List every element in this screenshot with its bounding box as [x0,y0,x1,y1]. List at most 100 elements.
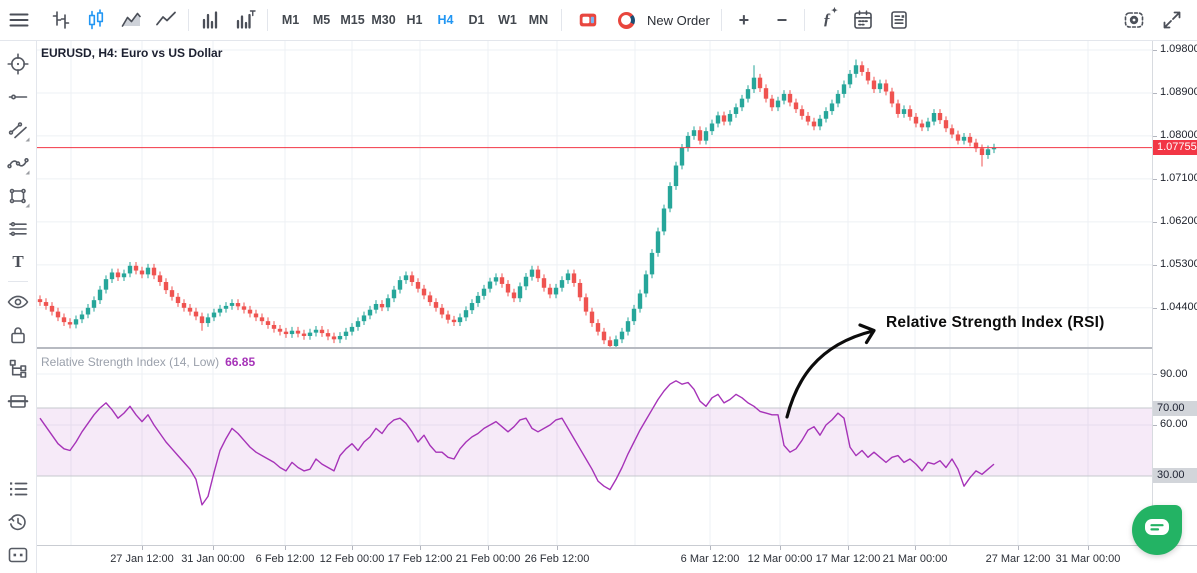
lock-icon[interactable] [0,318,36,351]
time-axis-tick [557,546,558,550]
line-chart-icon[interactable] [151,5,181,35]
time-axis-tick [1018,546,1019,550]
zoom-in-icon[interactable]: + [738,10,750,30]
time-axis-label: 26 Feb 12:00 [524,553,590,565]
axis-tick [1153,178,1157,180]
menu-icon[interactable] [4,5,34,35]
delete-objects-icon[interactable] [0,384,36,417]
rsi-level-badge: 30.00 [1153,468,1197,484]
time-axis-label: 17 Mar 12:00 [815,553,881,565]
time-axis-label: 21 Mar 00:00 [882,553,948,565]
indicators-icon[interactable]: ƒ ✦ [822,6,838,28]
price-axis-label: 1.09800 [1160,43,1197,56]
chart-title: EURUSD, H4: Euro vs US Dollar [41,46,223,60]
rsi-indicator-name: Relative Strength Index (14, Low) [41,355,220,369]
current-price-badge: 1.07755 [1153,140,1197,156]
price-axis-label: 1.08000 [1160,129,1197,142]
time-axis-tick [915,546,916,550]
new-order-icon[interactable] [611,5,641,35]
rsi-annotation-text: Relative Strength Index (RSI) [886,314,1105,331]
eye-icon[interactable] [0,285,36,318]
channel-icon[interactable] [0,113,36,146]
zoom-out-icon[interactable]: − [776,10,788,30]
toolbar-separator [720,9,722,31]
timeframe-d1[interactable]: D1 [468,13,485,27]
market-depth-icon[interactable] [573,5,603,35]
toolbar-separator [267,9,268,31]
horizontal-line-icon[interactable] [0,80,36,113]
time-axis-tick [710,546,711,550]
shapes-icon[interactable] [0,179,36,212]
time-axis-label: 27 Mar 12:00 [985,553,1051,565]
drawing-toolbar: T [0,41,37,573]
text-icon[interactable]: T [12,252,24,271]
screenshot-icon[interactable] [1119,5,1149,35]
time-axis-tick [1088,546,1089,550]
rsi-level-badge: 70.00 [1153,400,1197,416]
objects-tree-icon[interactable] [0,351,36,384]
polyline-icon[interactable] [0,146,36,179]
time-axis-tick [352,546,353,550]
accounts-icon[interactable] [0,538,36,571]
objects-list-icon[interactable] [0,472,36,505]
timeframe-m5[interactable]: M5 [312,13,331,27]
time-axis-label: 6 Feb 12:00 [255,553,315,565]
timeframe-m1[interactable]: M1 [281,13,300,27]
time-axis-label: 12 Mar 00:00 [747,553,813,565]
toolbar-separator [188,9,189,31]
time-axis-label: 31 Jan 00:00 [181,553,245,565]
rsi-indicator-value: 66.85 [225,355,256,369]
news-icon[interactable] [884,5,914,35]
axis-tick [1153,374,1157,375]
time-axis[interactable]: 27 Jan 12:00 31 Jan 00:00 6 Feb 12:00 12 Fe… [36,545,1197,573]
toolbar: M1 M5 M15 M30 H1 H4 D1 W1 MN New Order + − ƒ ✦ [0,0,1197,41]
candlestick-chart-icon[interactable] [81,5,111,35]
volume-icon[interactable] [196,5,226,35]
price-pane-canvas[interactable] [36,40,1152,348]
time-axis-label: 17 Feb 12:00 [387,553,453,565]
price-axis-label: 1.04400 [1160,301,1197,314]
fullscreen-icon[interactable] [1157,5,1187,35]
price-axis-label: 1.08900 [1160,86,1197,99]
time-axis-tick [142,546,143,550]
order-group: New Order [573,5,714,35]
new-order-button[interactable]: New Order [647,12,710,28]
crosshair-icon[interactable] [0,47,36,80]
timeframe-mn[interactable]: MN [528,13,549,27]
bar-chart-icon[interactable] [46,5,76,35]
chat-widget-button[interactable] [1132,505,1182,555]
timeframe-group: M1 M5 M15 M30 H1 H4 D1 W1 MN [275,5,554,35]
axis-tick [1153,307,1157,309]
timeframe-h4[interactable]: H4 [437,13,454,27]
toolbar-separator [803,9,805,31]
timeframe-w1[interactable]: W1 [498,13,517,27]
timeframe-m30[interactable]: M30 [371,13,396,27]
rsi-pane-canvas[interactable] [36,348,1152,545]
time-axis-tick [420,546,421,550]
axis-tick [1153,221,1157,223]
price-axis[interactable]: 1.09800 1.08900 1.08000 1.07100 1.06200 1.053… [1152,40,1197,545]
rsi-axis-label: 60.00 [1160,418,1188,431]
axis-tick [1153,92,1157,94]
timeframe-h1[interactable]: H1 [406,13,423,27]
fibonacci-icon[interactable] [0,212,36,245]
rsi-indicator-label: Relative Strength Index (14, Low) 66.85 [41,355,255,369]
rsi-axis-label: 90.00 [1160,367,1188,380]
time-axis-label: 6 Mar 12:00 [680,553,740,565]
area-chart-icon[interactable] [116,5,146,35]
time-axis-label: 31 Mar 00:00 [1055,553,1121,565]
time-axis-label: 12 Feb 00:00 [319,553,385,565]
time-axis-label: 27 Jan 12:00 [110,553,174,565]
pane-separator[interactable] [36,347,1197,349]
tick-volume-icon[interactable] [230,5,260,35]
time-axis-tick [780,546,781,550]
timeframe-m15[interactable]: M15 [340,13,365,27]
time-axis-tick [213,546,214,550]
time-axis-tick [488,546,489,550]
toolbar-separator [561,9,562,31]
history-icon[interactable] [0,505,36,538]
calendar-icon[interactable] [848,5,878,35]
price-axis-label: 1.07100 [1160,172,1197,185]
time-axis-tick [848,546,849,550]
